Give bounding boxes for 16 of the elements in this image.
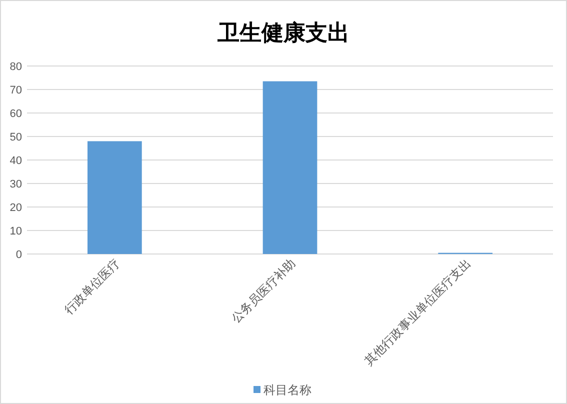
y-tick-label: 70	[10, 84, 22, 96]
x-tick-label: 其他行政事业单位医疗支出	[362, 256, 474, 368]
chart-title: 卫生健康支出	[216, 20, 350, 45]
y-tick-label: 0	[16, 249, 22, 261]
x-tick-label: 行政单位医疗	[62, 256, 123, 318]
legend-label: 科目名称	[264, 383, 312, 397]
y-tick-label: 10	[10, 226, 22, 238]
y-tick-label: 50	[10, 132, 22, 144]
y-tick-label: 30	[10, 178, 22, 190]
y-tick-label: 40	[10, 155, 22, 167]
y-tick-label: 20	[10, 202, 22, 214]
x-tick-label: 公务员医疗补助	[228, 256, 298, 326]
y-tick-label: 80	[10, 61, 22, 73]
bar	[262, 81, 318, 254]
bar	[87, 141, 142, 254]
y-tick-label: 60	[10, 108, 22, 120]
